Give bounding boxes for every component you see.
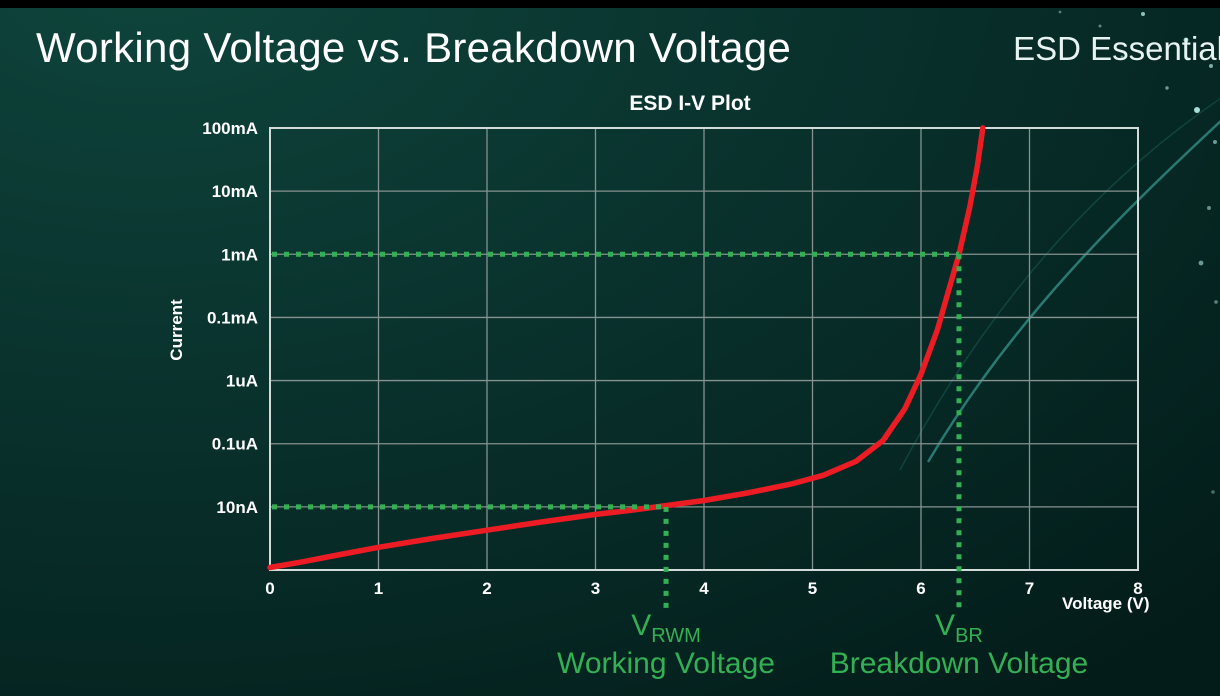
breakdown-voltage-caption: Breakdown Voltage xyxy=(829,647,1089,680)
svg-text:0.1mA: 0.1mA xyxy=(207,308,258,327)
x-tick-labels: 0 1 2 3 4 5 6 7 8 xyxy=(265,579,1142,598)
svg-text:0.1uA: 0.1uA xyxy=(212,435,258,454)
svg-text:3: 3 xyxy=(591,579,600,598)
grid-lines xyxy=(270,128,1138,570)
svg-text:10nA: 10nA xyxy=(216,498,258,517)
vrwm-symbol: VRWM xyxy=(631,609,701,647)
svg-text:10mA: 10mA xyxy=(212,182,258,201)
plot-border xyxy=(269,127,1139,571)
svg-text:1uA: 1uA xyxy=(226,372,258,391)
working-voltage-caption: Working Voltage xyxy=(557,647,775,680)
svg-text:5: 5 xyxy=(808,579,817,598)
working-voltage-guides xyxy=(272,504,669,608)
top-black-bar xyxy=(0,0,1220,8)
slide-title: Working Voltage vs. Breakdown Voltage xyxy=(36,24,792,71)
svg-text:8: 8 xyxy=(1133,579,1142,598)
svg-text:100mA: 100mA xyxy=(202,119,258,138)
svg-text:6: 6 xyxy=(916,579,925,598)
vbr-symbol: VBR xyxy=(935,609,983,647)
y-tick-labels: 100mA 10mA 1mA 0.1mA 1uA 0.1uA 10nA xyxy=(202,119,258,517)
chart-title: ESD I-V Plot xyxy=(629,92,751,115)
working-voltage-label: VRWM Working Voltage xyxy=(557,609,775,680)
svg-text:2: 2 xyxy=(482,579,491,598)
svg-text:0: 0 xyxy=(265,579,274,598)
svg-text:1: 1 xyxy=(374,579,383,598)
svg-text:4: 4 xyxy=(699,579,709,598)
iv-curve xyxy=(267,125,986,571)
x-axis-label: Voltage (V) xyxy=(1062,594,1150,613)
svg-text:1mA: 1mA xyxy=(221,245,258,264)
breakdown-voltage-label: VBR Breakdown Voltage xyxy=(830,609,1089,680)
breakdown-voltage-guides xyxy=(272,251,962,608)
brand-text: ESD Essential xyxy=(1013,30,1220,67)
svg-text:7: 7 xyxy=(1025,579,1034,598)
